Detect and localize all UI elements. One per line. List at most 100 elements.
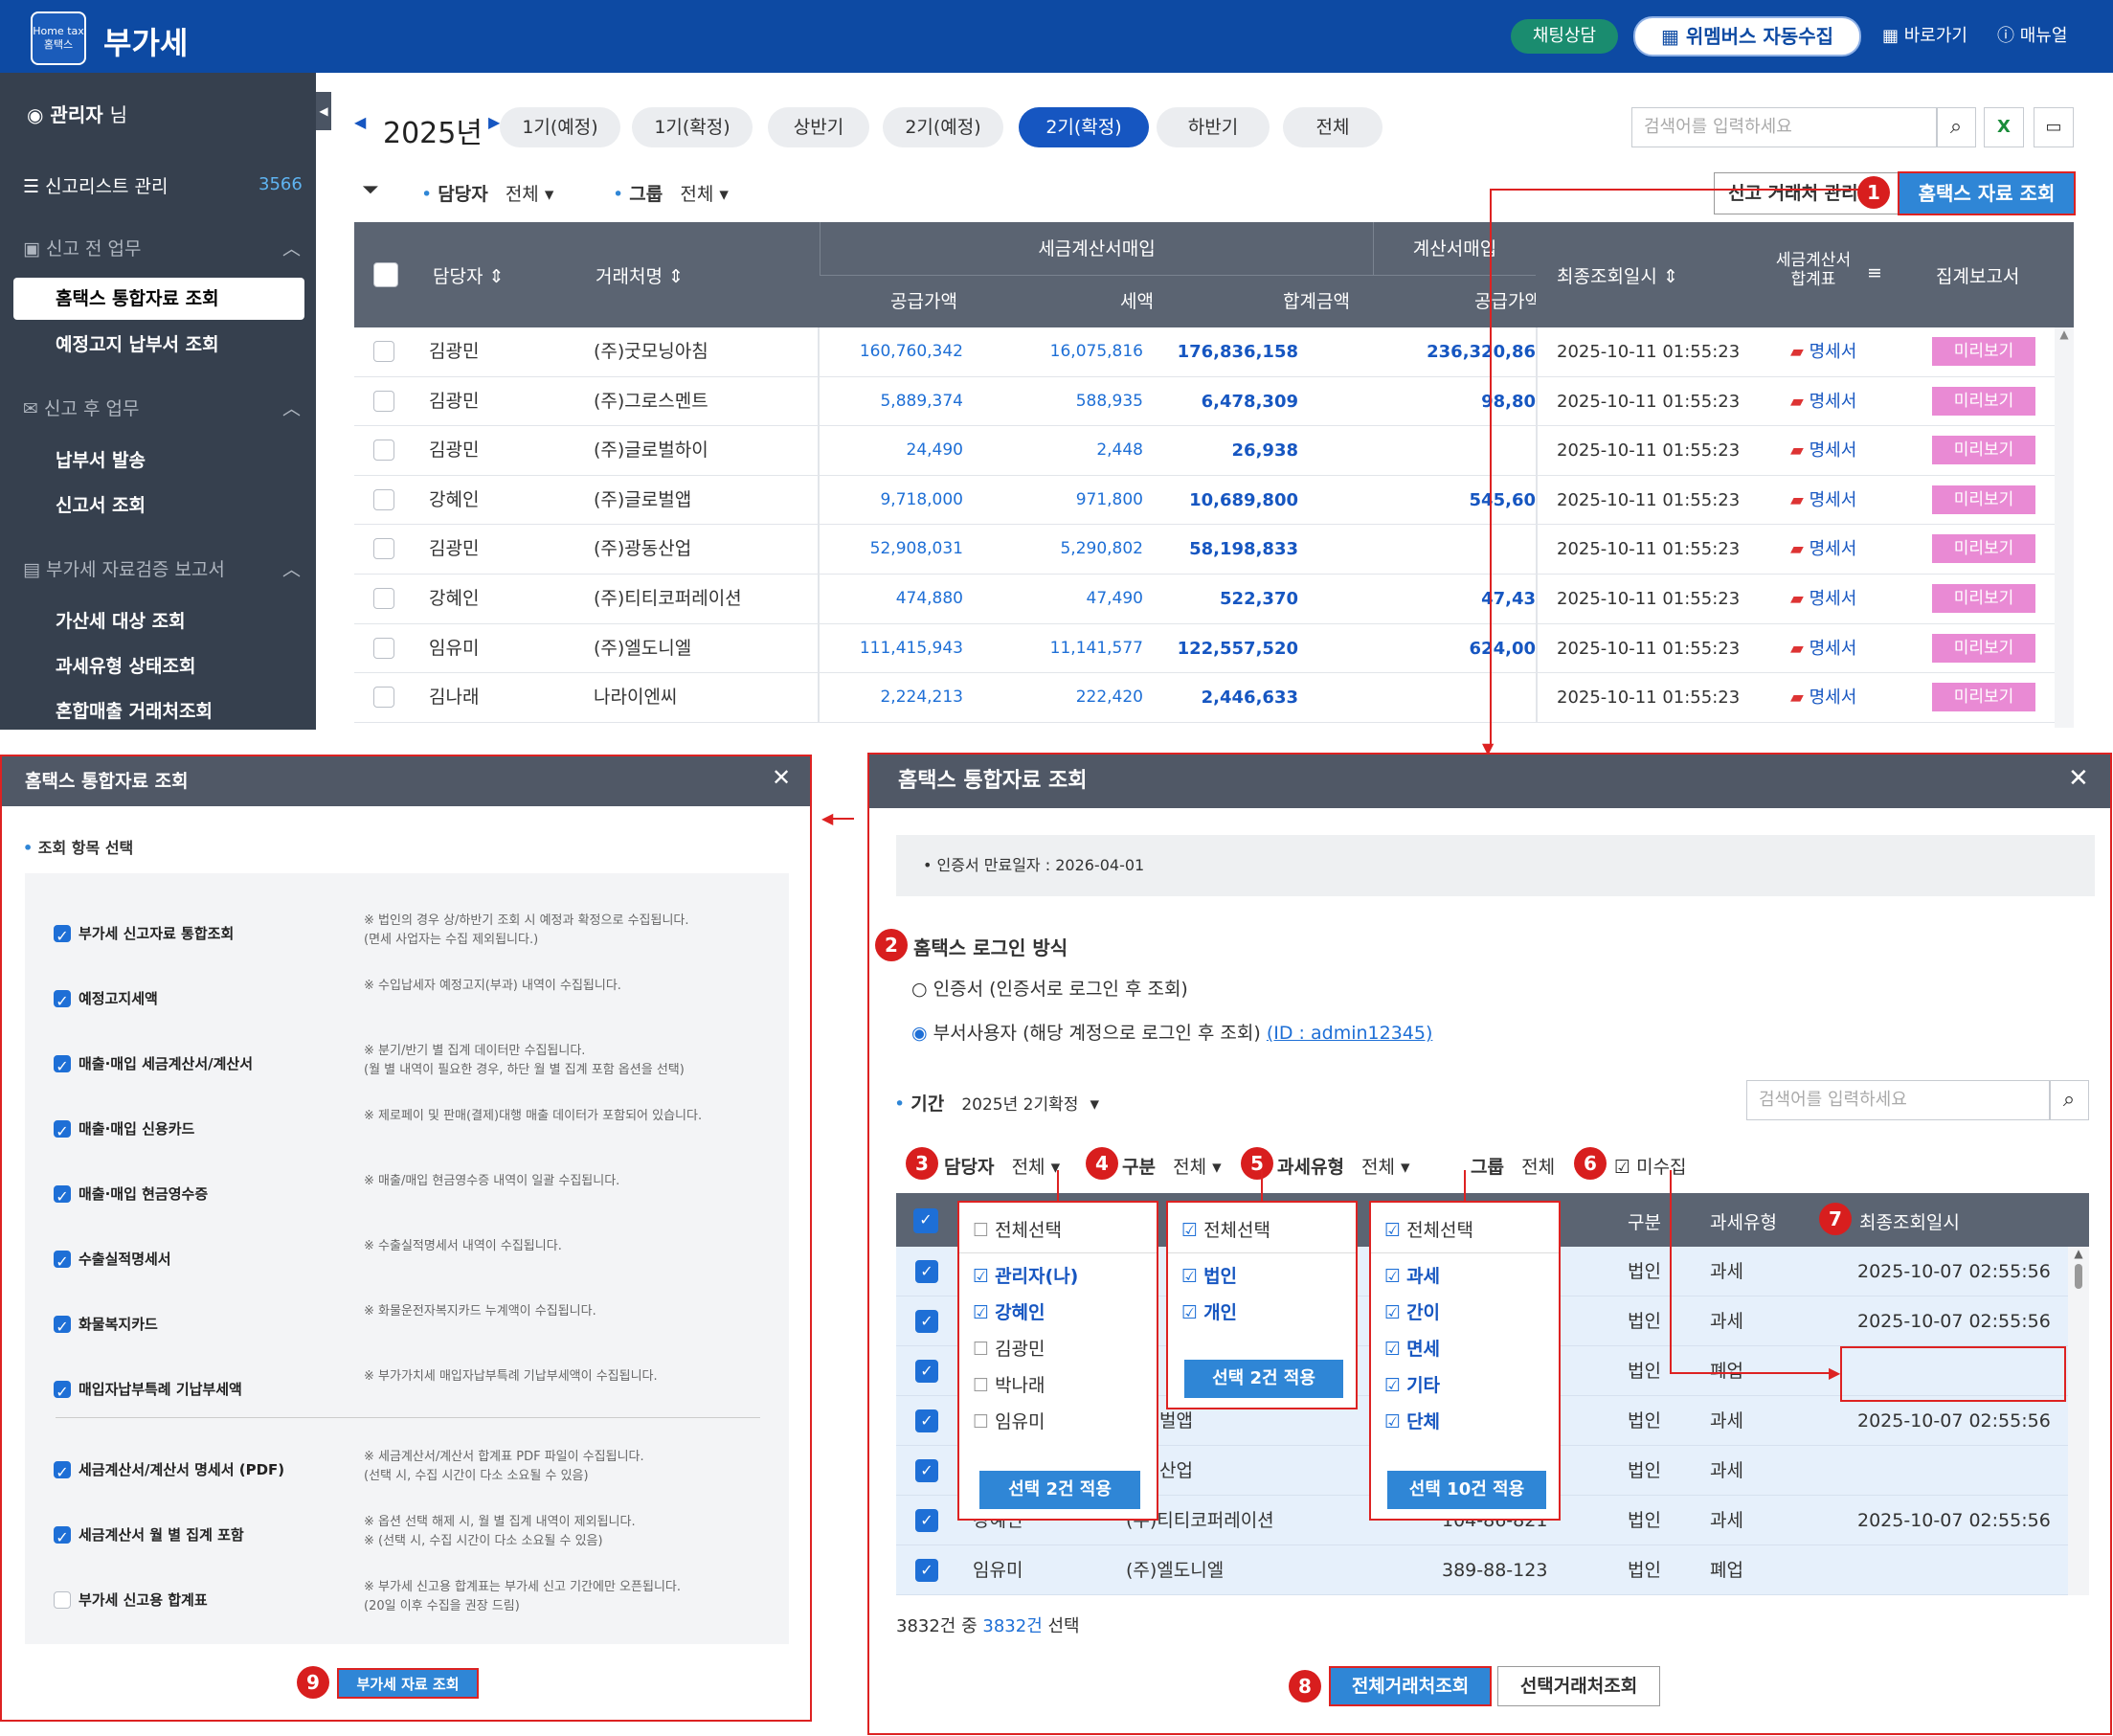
tab-period[interactable]: 전체 — [1283, 107, 1382, 147]
dropdown-option[interactable]: ☐ 김광민 — [973, 1335, 1045, 1361]
preview-button[interactable]: 미리보기 — [1932, 436, 2035, 465]
manual-link[interactable]: ⓘ 매뉴얼 — [1997, 17, 2067, 56]
folder-icon[interactable]: ▭ — [2034, 107, 2074, 147]
row-checkbox[interactable] — [915, 1409, 938, 1432]
sidebar-item-send[interactable]: 납부서 발송 — [56, 450, 146, 471]
sidebar-item-taxtype[interactable]: 과세유형 상태조회 — [56, 656, 196, 677]
col-partner[interactable]: 거래처명 ⇕ — [596, 262, 684, 288]
dropdown-option[interactable]: ☐ 임유미 — [973, 1408, 1045, 1433]
col-last-query[interactable]: 최종조회일시 ⇕ — [1557, 262, 1678, 288]
row-checkbox[interactable] — [373, 687, 394, 709]
selected-partner-query-button[interactable]: 선택거래처조회 — [1497, 1666, 1660, 1706]
radio-dept[interactable]: ◉ 부서사용자 (해당 계정으로 로그인 후 조회) (ID : admin12… — [911, 1019, 1432, 1045]
preview-button[interactable]: 미리보기 — [1932, 584, 2035, 613]
row-checkbox[interactable] — [915, 1559, 938, 1582]
panel-search-input[interactable]: 검색어를 입력하세요 — [1746, 1080, 2051, 1120]
pdf-link[interactable]: ▰ 명세서 — [1790, 624, 1856, 674]
close-icon[interactable]: ✕ — [2068, 764, 2089, 793]
panel-manager-filter[interactable]: 담당자 전체 ▾ — [944, 1157, 1061, 1178]
shortcut-link[interactable]: ▦ 바로가기 — [1882, 17, 1967, 56]
dropdown-option[interactable]: ☑ 과세 — [1384, 1262, 1440, 1288]
select-all-option[interactable]: ☑ 전체선택 — [1384, 1216, 1473, 1242]
table-row[interactable]: 임유미 (주)엘도니엘 111,415,943 11,141,577 122,557,5… — [354, 623, 2055, 674]
sidebar-item-prepay[interactable]: 예정고지 납부서 조회 — [56, 334, 219, 355]
sidebar-item-list[interactable]: ☰ 신고리스트 관리 — [23, 172, 168, 198]
sidebar-collapse-handle[interactable]: ◀ — [316, 92, 331, 130]
preview-button[interactable]: 미리보기 — [1932, 485, 2035, 514]
main-scrollbar[interactable]: ▲ — [2055, 327, 2074, 728]
dept-id-link[interactable]: (ID : admin12345) — [1266, 1023, 1433, 1044]
apply-button[interactable]: 선택 2건 적용 — [979, 1471, 1140, 1509]
apply-button[interactable]: 선택 2건 적용 — [1184, 1360, 1343, 1398]
pdf-link[interactable]: ▰ 명세서 — [1790, 327, 1856, 377]
col-manager[interactable]: 담당자 ⇕ — [433, 262, 504, 288]
row-checkbox[interactable] — [915, 1260, 938, 1283]
radio-cert[interactable]: ○ 인증서 (인증서로 로그인 후 조회) — [911, 975, 1188, 1001]
table-row[interactable]: 강혜인 (주)티티코퍼레이션 474,880 47,490 522,370 47,43 20… — [354, 575, 2055, 624]
sidebar-item-mixed[interactable]: 혼합매출 거래처조회 — [56, 701, 213, 722]
prev-year-icon[interactable]: ◀ — [354, 113, 367, 131]
row-checkbox[interactable] — [373, 637, 394, 659]
tab-period[interactable]: 1기(예정) — [500, 107, 620, 147]
row-checkbox[interactable] — [373, 440, 394, 462]
option-checkbox[interactable] — [54, 1055, 71, 1072]
option-checkbox[interactable] — [54, 990, 71, 1007]
row-checkbox[interactable] — [373, 488, 394, 510]
option-checkbox[interactable] — [54, 1526, 71, 1544]
excel-icon[interactable]: X — [1984, 107, 2024, 147]
table-row[interactable]: 강혜인 (주)글로벌앱 9,718,000 971,800 10,689,800 545,… — [354, 475, 2055, 526]
vat-query-button[interactable]: 부가세 자료 조회 — [337, 1668, 479, 1699]
sidebar-section-verify[interactable]: ▤ 부가세 자료검증 보고서 ︿ — [23, 555, 301, 581]
dropdown-option[interactable]: ☑ 기타 — [1384, 1371, 1440, 1397]
row-checkbox[interactable] — [915, 1509, 938, 1532]
pdf-link[interactable]: ▰ 명세서 — [1790, 575, 1856, 624]
tab-period[interactable]: 2기(확정) — [1019, 107, 1149, 147]
row-checkbox[interactable] — [373, 390, 394, 412]
option-checkbox[interactable] — [54, 1591, 71, 1609]
tab-period[interactable]: 하반기 — [1157, 107, 1270, 147]
sidebar-section-after[interactable]: ✉ 신고 후 업무 ︿ — [23, 395, 301, 420]
table-row[interactable]: 김광민 (주)굿모닝아침 160,760,342 16,075,816 176,836,… — [354, 327, 2055, 377]
table-row[interactable]: 김광민 (주)글로벌하이 24,490 2,448 26,938 2025-10-11 0… — [354, 426, 2055, 476]
preview-button[interactable]: 미리보기 — [1932, 337, 2035, 366]
option-checkbox[interactable] — [54, 1381, 71, 1398]
table-row[interactable]: 임유미 (주)엘도니엘 389-88-12345 법인 폐업 — [896, 1545, 2068, 1595]
next-year-icon[interactable]: ▶ — [488, 113, 501, 131]
uncollected-filter[interactable]: ☑ 미수집 — [1614, 1153, 1687, 1179]
group-filter[interactable]: • 그룹 전체 ▾ — [613, 180, 729, 206]
row-checkbox[interactable] — [915, 1360, 938, 1383]
hometax-query-button[interactable]: 홈택스 자료 조회 — [1898, 171, 2076, 215]
pdf-link[interactable]: ▰ 명세서 — [1790, 673, 1856, 723]
row-checkbox[interactable] — [373, 341, 394, 362]
dropdown-option[interactable]: ☑ 간이 — [1384, 1298, 1440, 1324]
table-row[interactable]: 김나래 나라이엔씨 2,224,213 222,420 2,446,633 2025-10… — [354, 673, 2055, 723]
hometax-logo[interactable]: Home tax 홈택스 — [31, 11, 86, 65]
sidebar-item-report[interactable]: 신고서 조회 — [56, 495, 146, 516]
manager-filter[interactable]: • 담당자 전체 ▾ — [421, 180, 553, 206]
chat-button[interactable]: 채팅상담 — [1511, 19, 1618, 54]
pdf-link[interactable]: ▰ 명세서 — [1790, 525, 1856, 575]
preview-button[interactable]: 미리보기 — [1932, 683, 2035, 712]
dropdown-option[interactable]: ☑ 관리자(나) — [973, 1262, 1078, 1288]
filter-lines-icon[interactable]: ≡ — [1867, 262, 1882, 283]
table-row[interactable]: 김광민 (주)그로스멘트 5,889,374 588,935 6,478,309 98,8… — [354, 376, 2055, 427]
option-checkbox[interactable] — [54, 1461, 71, 1478]
apply-button[interactable]: 선택 10건 적용 — [1387, 1471, 1546, 1509]
pdf-link[interactable]: ▰ 명세서 — [1790, 377, 1856, 427]
row-checkbox[interactable] — [915, 1459, 938, 1482]
close-icon[interactable]: ✕ — [772, 764, 792, 791]
search-icon[interactable]: ⌕ — [1936, 107, 1976, 147]
option-checkbox[interactable] — [54, 1251, 71, 1268]
tab-period[interactable]: 2기(예정) — [883, 107, 1003, 147]
sidebar-item-hometax[interactable]: 홈택스 통합자료 조회 — [13, 278, 304, 320]
option-checkbox[interactable] — [54, 925, 71, 942]
row-checkbox[interactable] — [373, 588, 394, 609]
option-checkbox[interactable] — [54, 1316, 71, 1333]
preview-button[interactable]: 미리보기 — [1932, 534, 2035, 564]
dropdown-option[interactable]: ☐ 박나래 — [973, 1371, 1045, 1397]
dropdown-option[interactable]: ☑ 면세 — [1384, 1335, 1440, 1361]
sidebar-item-penalty[interactable]: 가산세 대상 조회 — [56, 611, 186, 632]
preview-button[interactable]: 미리보기 — [1932, 386, 2035, 416]
auto-collect-button[interactable]: ▦ 위멤버스 자동수집 — [1633, 16, 1861, 56]
search-input[interactable]: 검색어를 입력하세요 — [1631, 107, 1938, 147]
